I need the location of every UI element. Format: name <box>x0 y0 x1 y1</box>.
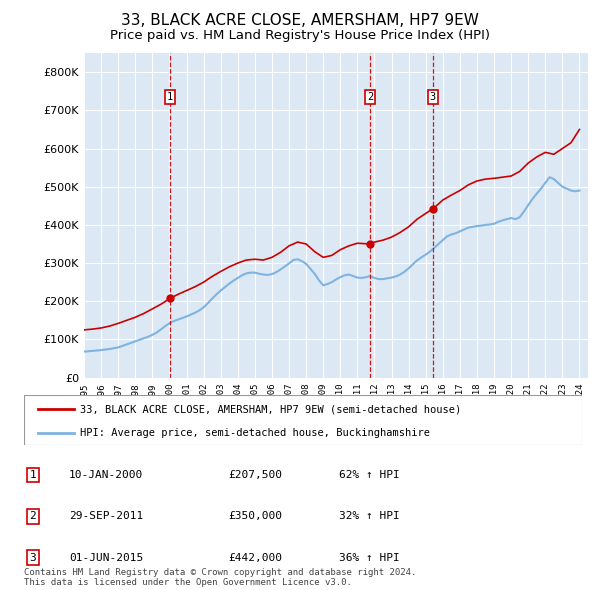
Text: Price paid vs. HM Land Registry's House Price Index (HPI): Price paid vs. HM Land Registry's House … <box>110 29 490 42</box>
Text: 2: 2 <box>367 92 373 102</box>
Text: 33, BLACK ACRE CLOSE, AMERSHAM, HP7 9EW: 33, BLACK ACRE CLOSE, AMERSHAM, HP7 9EW <box>121 13 479 28</box>
Text: £207,500: £207,500 <box>228 470 282 480</box>
Text: HPI: Average price, semi-detached house, Buckinghamshire: HPI: Average price, semi-detached house,… <box>80 428 430 438</box>
Text: £350,000: £350,000 <box>228 512 282 521</box>
Text: 10-JAN-2000: 10-JAN-2000 <box>69 470 143 480</box>
Text: 1: 1 <box>29 470 37 480</box>
Text: 62% ↑ HPI: 62% ↑ HPI <box>339 470 400 480</box>
Text: £442,000: £442,000 <box>228 553 282 562</box>
Text: 2: 2 <box>29 512 37 521</box>
Text: 32% ↑ HPI: 32% ↑ HPI <box>339 512 400 521</box>
Text: 1: 1 <box>167 92 173 102</box>
Text: 3: 3 <box>430 92 436 102</box>
Text: 33, BLACK ACRE CLOSE, AMERSHAM, HP7 9EW (semi-detached house): 33, BLACK ACRE CLOSE, AMERSHAM, HP7 9EW … <box>80 404 461 414</box>
Text: Contains HM Land Registry data © Crown copyright and database right 2024.
This d: Contains HM Land Registry data © Crown c… <box>24 568 416 587</box>
Text: 3: 3 <box>29 553 37 562</box>
Text: 01-JUN-2015: 01-JUN-2015 <box>69 553 143 562</box>
Text: 29-SEP-2011: 29-SEP-2011 <box>69 512 143 521</box>
Text: 36% ↑ HPI: 36% ↑ HPI <box>339 553 400 562</box>
